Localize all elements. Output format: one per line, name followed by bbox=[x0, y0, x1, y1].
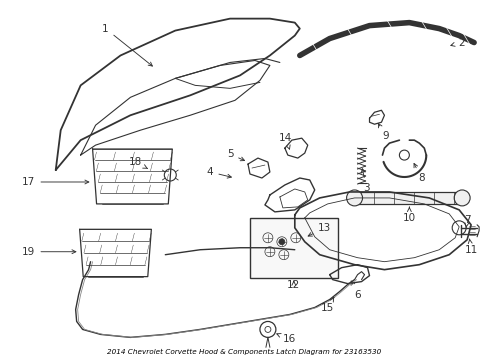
Text: 14: 14 bbox=[279, 133, 292, 149]
Bar bbox=[354, 192, 461, 204]
Text: 13: 13 bbox=[307, 223, 331, 236]
Circle shape bbox=[346, 190, 362, 206]
Text: 1: 1 bbox=[102, 24, 152, 66]
Text: 2014 Chevrolet Corvette Hood & Components Latch Diagram for 23163530: 2014 Chevrolet Corvette Hood & Component… bbox=[107, 349, 380, 355]
Text: 18: 18 bbox=[128, 157, 147, 168]
Text: 17: 17 bbox=[22, 177, 89, 187]
Bar bbox=[249, 218, 337, 278]
Text: 6: 6 bbox=[350, 281, 360, 300]
Text: 10: 10 bbox=[402, 207, 415, 223]
Text: 2: 2 bbox=[450, 37, 464, 48]
Text: 5: 5 bbox=[226, 149, 244, 161]
Circle shape bbox=[278, 239, 285, 245]
Text: 4: 4 bbox=[206, 167, 231, 178]
Text: 19: 19 bbox=[22, 247, 76, 257]
Text: 3: 3 bbox=[361, 169, 369, 193]
Text: 16: 16 bbox=[276, 334, 296, 345]
Text: 7: 7 bbox=[463, 215, 469, 228]
Text: 11: 11 bbox=[464, 239, 477, 255]
Text: 8: 8 bbox=[413, 163, 424, 183]
Text: 9: 9 bbox=[378, 123, 388, 141]
Text: 15: 15 bbox=[321, 297, 334, 312]
Text: 12: 12 bbox=[286, 280, 300, 289]
Circle shape bbox=[453, 190, 469, 206]
